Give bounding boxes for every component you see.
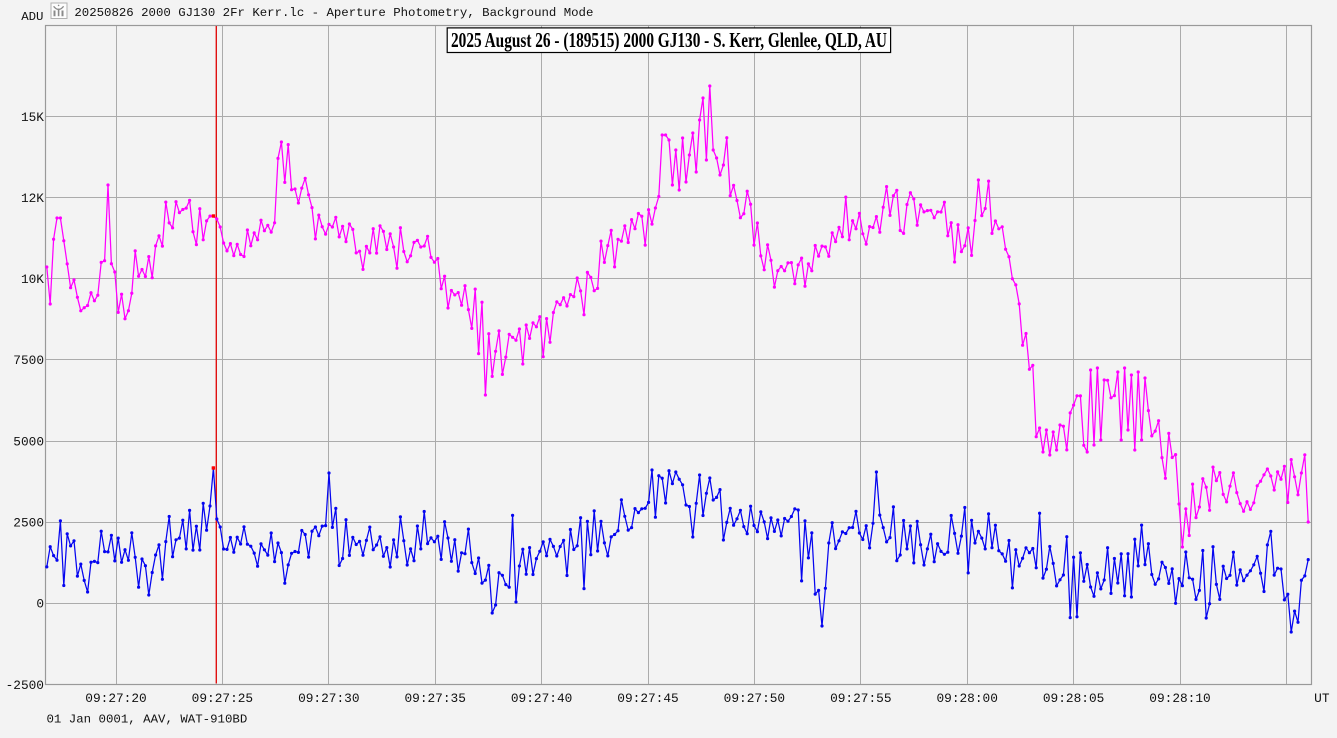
svg-text:09:27:55: 09:27:55 (830, 691, 891, 706)
svg-text:09:27:30: 09:27:30 (298, 691, 359, 706)
svg-text:09:27:45: 09:27:45 (617, 691, 678, 706)
svg-text:09:27:35: 09:27:35 (404, 691, 465, 706)
svg-text:10K: 10K (21, 272, 44, 287)
svg-text:09:27:20: 09:27:20 (85, 691, 146, 706)
svg-text:09:27:25: 09:27:25 (192, 691, 253, 706)
svg-text:09:28:00: 09:28:00 (936, 691, 997, 706)
svg-text:7500: 7500 (13, 353, 44, 368)
svg-text:15K: 15K (21, 110, 44, 125)
svg-text:UT: UT (1314, 691, 1330, 706)
svg-text:20250826 2000 GJ130 2Fr Kerr.l: 20250826 2000 GJ130 2Fr Kerr.lc - Apertu… (74, 6, 593, 20)
svg-text:-2500: -2500 (6, 678, 44, 693)
svg-text:09:28:10: 09:28:10 (1149, 691, 1210, 706)
svg-text:09:27:50: 09:27:50 (724, 691, 785, 706)
svg-text:5000: 5000 (13, 434, 44, 449)
svg-text:09:27:40: 09:27:40 (511, 691, 572, 706)
svg-text:2500: 2500 (13, 516, 44, 531)
svg-text:2025 August 26 - (189515) 2000: 2025 August 26 - (189515) 2000 GJ130 - S… (451, 28, 887, 52)
svg-text:01 Jan 0001, AAV, WAT-910BD: 01 Jan 0001, AAV, WAT-910BD (47, 713, 248, 727)
svg-text:ADU: ADU (21, 10, 43, 24)
svg-text:0: 0 (36, 597, 44, 612)
svg-text:12K: 12K (21, 191, 44, 206)
svg-text:09:28:05: 09:28:05 (1043, 691, 1104, 706)
